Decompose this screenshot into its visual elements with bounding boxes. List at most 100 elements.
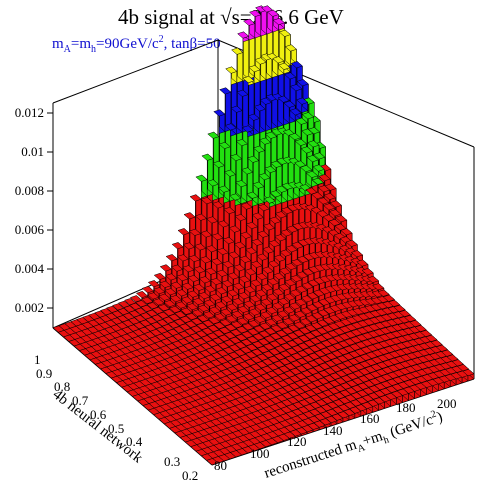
lego-bin-top	[282, 306, 296, 314]
y-axis-label: 4b neural network	[50, 387, 146, 467]
lego-bin-top	[288, 133, 302, 141]
lego-bin-top	[213, 322, 226, 330]
lego-bin-top	[159, 264, 172, 272]
lego-bin-top	[223, 331, 237, 339]
lego-bin-top	[243, 285, 256, 293]
lego-bin-top	[200, 197, 214, 205]
lego-bin-top	[340, 228, 353, 236]
lego-bin-top	[284, 279, 297, 287]
lego-bin-top	[330, 284, 343, 292]
lego-bin-top	[170, 264, 184, 272]
lego-bin-top	[227, 251, 241, 259]
lego-bin-top	[268, 240, 281, 248]
lego-bin-top	[182, 265, 195, 273]
lego-bin-top	[313, 152, 326, 160]
lego-bin-top	[247, 328, 260, 336]
lego-bin-top	[229, 336, 242, 344]
lego-bin-top	[312, 164, 325, 172]
lego-bin-top	[174, 301, 188, 309]
lego-bin-top	[202, 319, 215, 328]
x-tick-label: 140	[323, 423, 343, 438]
lego-bin-top	[231, 298, 245, 306]
lego-bin-top	[219, 87, 232, 95]
lego-bin-top	[233, 264, 246, 272]
lego-bin-top	[236, 317, 249, 325]
lego-bin-top	[319, 275, 332, 283]
lego-bin-top	[306, 304, 319, 312]
lego-bin-top	[147, 280, 160, 288]
lego-bin-top	[162, 309, 176, 317]
lego-bin-top	[215, 287, 228, 295]
lego-bin-top	[300, 146, 313, 154]
lego-bin-top	[350, 250, 364, 258]
lego-bin-top	[243, 300, 256, 308]
lego-bin-top	[328, 219, 341, 227]
lego-bin-top	[282, 318, 295, 326]
lego-bin-top	[277, 297, 290, 305]
lego-bin-top	[153, 287, 166, 295]
lego-bin-top	[245, 221, 258, 230]
lego-bin-top	[276, 157, 289, 165]
lego-bin-top	[169, 295, 182, 303]
lego-bin-top	[361, 268, 374, 276]
lego-bin-top	[255, 289, 268, 297]
x-tick-label: 100	[250, 446, 270, 461]
y-tick-label: 0.9	[36, 366, 52, 381]
lego-bin-top	[234, 341, 247, 349]
lego-bin-top	[272, 272, 286, 280]
lego-bin-top	[196, 322, 209, 330]
lego-bin-top	[141, 296, 154, 304]
lego-bin-top	[252, 181, 265, 189]
lego-bin-top	[266, 278, 280, 286]
lego-bin-top	[258, 137, 272, 145]
lego-bin-top	[221, 280, 234, 288]
lego-bin-top	[336, 283, 349, 291]
lego-bin-top	[192, 297, 205, 306]
lego-bin-top	[266, 293, 279, 301]
lego-bin-top	[225, 315, 238, 323]
lego-bin-top	[301, 128, 314, 136]
lego-bin-top	[182, 242, 196, 250]
lego-bin-top	[207, 317, 221, 325]
lego-bin-top	[234, 214, 247, 222]
lego-bin-top	[245, 247, 258, 255]
z-tick-label: 0.002	[15, 300, 44, 315]
lego-bin-top	[313, 264, 327, 272]
lego-bin-top	[294, 298, 308, 306]
lego-bin-top	[171, 242, 184, 250]
lego-bin-top	[246, 155, 260, 163]
lego-bin-top	[199, 256, 212, 264]
x-tick-label: 80	[214, 458, 227, 473]
lego-bin-top	[236, 89, 249, 97]
lego-bin-top	[264, 327, 277, 335]
lego-bin-top	[295, 271, 309, 279]
lego-bin-top	[165, 254, 178, 262]
lego-bin-top	[303, 237, 316, 245]
lego-bin-top	[196, 315, 209, 323]
lego-bin-top	[279, 249, 292, 257]
lego-bin-top	[212, 329, 225, 337]
lego-bin-top	[195, 174, 208, 182]
lego-bin-top	[335, 293, 348, 301]
lego-bin-top	[220, 295, 233, 303]
lego-bin-top	[280, 207, 294, 215]
lego-bin-top	[219, 308, 233, 316]
lego-bin-top	[240, 202, 253, 210]
lego-bin-top	[258, 322, 272, 330]
lego-bin-top	[270, 160, 283, 168]
lego-bin-top	[197, 304, 210, 312]
lego-bin-top	[272, 18, 286, 26]
lego-bin-top	[152, 298, 165, 306]
lego-bin-top	[270, 314, 284, 322]
lego-bin-top	[301, 112, 315, 120]
lego-bin-top	[194, 243, 207, 251]
lego-bin-top	[218, 334, 231, 342]
lego-bin-top	[179, 315, 192, 323]
lego-bin-top	[257, 204, 270, 212]
lego-bin-top	[162, 316, 175, 324]
lego-bin-top	[258, 330, 271, 338]
z-tick-label: 0.008	[15, 183, 44, 198]
lego-bin-top	[189, 333, 202, 341]
lego-bin-top	[300, 295, 313, 303]
